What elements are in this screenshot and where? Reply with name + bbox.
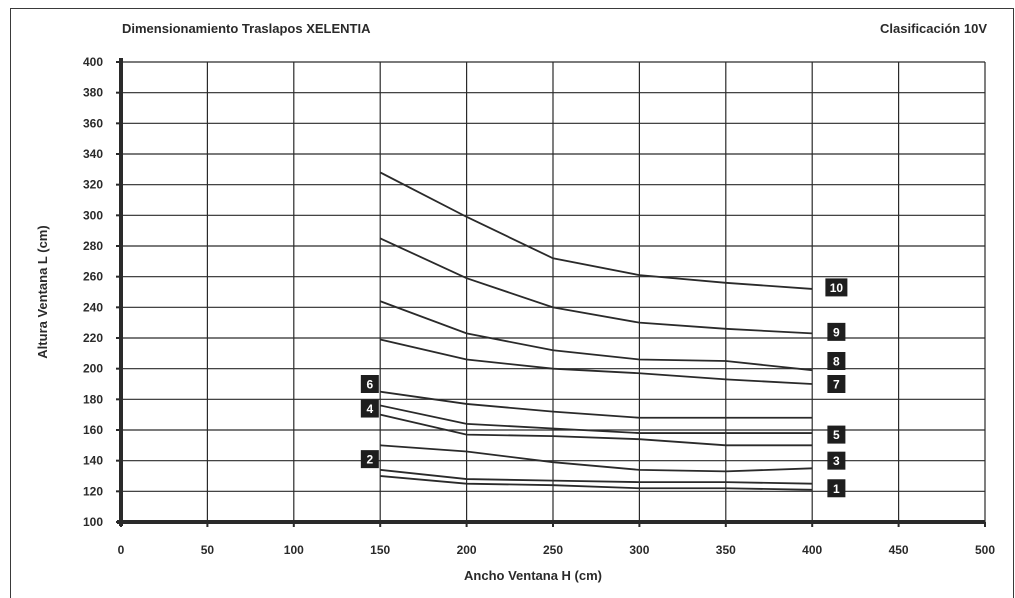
x-tick-label: 450 — [889, 543, 909, 557]
x-tick-label: 350 — [716, 543, 736, 557]
series-line-1 — [380, 475, 813, 491]
x-tick-label: 200 — [457, 543, 477, 557]
y-tick-label: 160 — [83, 423, 103, 437]
series-line-6 — [380, 390, 813, 419]
x-tick-label: 100 — [284, 543, 304, 557]
series-line-4 — [379, 413, 813, 447]
x-tick-label: 0 — [118, 543, 125, 557]
series-tag-label: 5 — [833, 428, 840, 442]
chart-frame — [10, 8, 1014, 598]
y-tick-label: 260 — [83, 270, 103, 284]
y-tick-label: 100 — [83, 515, 103, 529]
y-tick-label: 140 — [83, 454, 103, 468]
series-tag-4 — [360, 399, 379, 418]
series-tag-2 — [360, 450, 379, 469]
series-tag-label: 8 — [833, 355, 840, 369]
chart-classification: Clasificación 10V — [880, 21, 987, 36]
series-tag-label: 4 — [366, 402, 373, 416]
series-line-8 — [379, 300, 813, 372]
x-axis-label: Ancho Ventana H (cm) — [464, 568, 602, 583]
y-tick-label: 360 — [83, 116, 103, 130]
series-tag-9 — [827, 322, 846, 341]
series-tag-label: 7 — [833, 378, 840, 392]
y-axis-label: Altura Ventana L (cm) — [35, 225, 50, 358]
x-tick-label: 400 — [802, 543, 822, 557]
y-tick-label: 120 — [83, 484, 103, 498]
series-line-7 — [379, 338, 813, 385]
series-line-2 — [380, 468, 813, 485]
series-tag-label: 2 — [366, 453, 373, 467]
series-tag-label: 3 — [833, 454, 840, 468]
y-tick-label: 280 — [83, 239, 103, 253]
series-tag-label: 6 — [366, 378, 373, 392]
series-tag-label: 9 — [833, 325, 840, 339]
y-tick-label: 380 — [83, 86, 103, 100]
series-line-3 — [380, 444, 813, 473]
x-tick-label: 300 — [629, 543, 649, 557]
x-tick-label: 500 — [975, 543, 995, 557]
y-tick-label: 200 — [83, 362, 103, 376]
series-tag-10 — [825, 278, 848, 297]
y-tick-label: 240 — [83, 300, 103, 314]
series-line-10 — [379, 171, 813, 290]
series-tag-6 — [360, 375, 379, 393]
x-tick-label: 150 — [370, 543, 390, 557]
series-tag-3 — [827, 451, 846, 470]
y-tick-label: 300 — [83, 208, 103, 222]
chart-title: Dimensionamiento Traslapos XELENTIA — [122, 21, 371, 36]
y-tick-label: 180 — [83, 392, 103, 406]
series-tag-5 — [827, 425, 846, 444]
series-tag-1 — [827, 479, 846, 498]
series-tag-8 — [827, 352, 846, 370]
y-tick-label: 320 — [83, 178, 103, 192]
series-line-5 — [380, 404, 813, 434]
x-tick-label: 50 — [201, 543, 215, 557]
y-tick-label: 400 — [83, 55, 103, 69]
series-tag-label: 10 — [830, 281, 844, 295]
x-tick-label: 250 — [543, 543, 563, 557]
series-tag-label: 1 — [833, 482, 840, 496]
y-tick-label: 340 — [83, 147, 103, 161]
series-tag-7 — [827, 375, 846, 393]
series-line-9 — [379, 237, 813, 335]
y-tick-label: 220 — [83, 331, 103, 345]
